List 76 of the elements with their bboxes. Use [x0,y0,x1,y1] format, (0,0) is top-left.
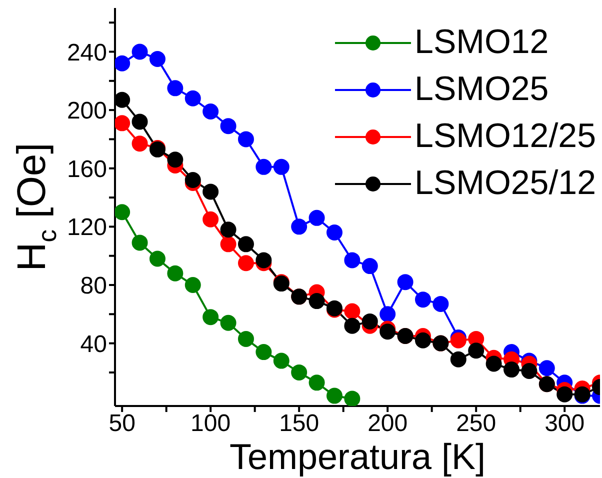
point [167,80,184,96]
x-tick-label: 250 [456,410,496,438]
point [256,252,272,268]
legend-label: LSMO25/12 [414,163,596,204]
point [380,324,396,340]
point [291,218,308,235]
point [149,250,166,267]
x-tick-label: 300 [544,410,585,438]
point [326,388,342,404]
point [115,92,130,108]
y-tick-label: 40 [80,330,107,358]
y-tick-label: 240 [66,39,107,66]
point [308,210,325,226]
x-tick-label: 100 [190,410,231,438]
point [115,55,130,72]
point [132,234,148,251]
point [220,118,236,134]
point [362,258,378,274]
point [326,224,342,241]
point [556,386,573,402]
point [132,114,148,130]
point [167,152,184,168]
point [256,344,272,360]
point [397,274,414,290]
point [256,158,272,175]
point [220,222,236,238]
point [344,303,360,320]
point [167,265,184,282]
point [308,374,325,391]
point [238,255,254,272]
point [273,352,290,369]
x-tick-label: 150 [279,410,320,438]
point [344,252,360,268]
point [538,360,555,376]
point [380,306,396,322]
y-tick-label: 160 [66,156,107,183]
point [202,104,219,120]
x-tick-label: 50 [108,410,136,438]
point [521,363,538,380]
point [362,313,378,330]
point [468,342,484,359]
point [308,293,325,310]
y-tick-label: 80 [80,272,107,300]
point [132,136,148,152]
legend-label: LSMO25 [414,69,549,110]
point [115,115,130,132]
point [273,158,290,175]
point [414,332,431,348]
point [344,318,360,334]
x-axis-title: Temperatura [K] [229,436,486,477]
point [202,184,219,200]
point [344,390,360,406]
point [115,204,130,220]
point [149,51,166,68]
point [202,211,219,228]
point [184,276,201,293]
legend-label: LSMO12 [414,22,549,63]
point [486,356,502,372]
point [220,314,236,331]
point [503,362,520,378]
point [238,330,254,347]
point [450,351,466,368]
legend-label: LSMO12/25 [414,116,596,157]
point [202,309,219,326]
point [414,292,431,308]
point [238,236,254,252]
point [220,236,236,252]
point [132,44,148,60]
y-tick-label: 120 [66,214,107,242]
point [450,332,466,348]
y-tick-label: 200 [66,98,107,125]
point [238,131,254,148]
point [432,296,449,312]
point [184,90,201,106]
x-tick-label: 200 [368,410,408,438]
point [291,364,308,380]
